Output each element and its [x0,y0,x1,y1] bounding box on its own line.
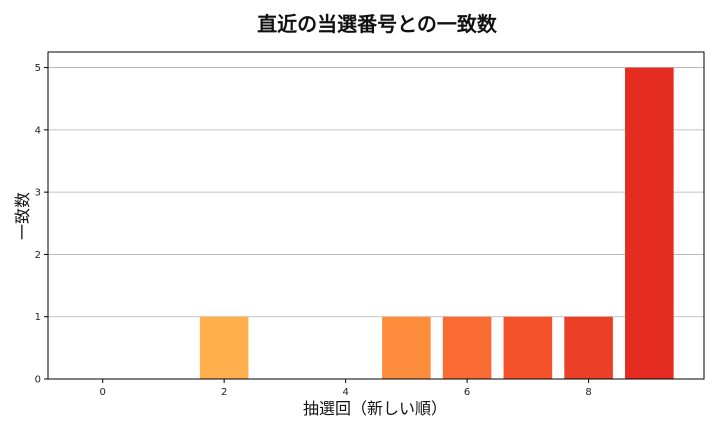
x-tick-label: 4 [342,387,348,398]
x-axis-label: 抽選回（新しい順） [303,399,447,418]
x-axis-ticks: 0 2 4 6 8 [99,379,592,398]
x-tick-label: 8 [585,387,591,398]
bar-draw-7 [503,316,553,379]
bars-group [199,67,674,380]
bar-draw-8 [564,316,613,379]
chart-title: 直近の当選番号との一致数 [257,12,498,36]
y-tick-label: 3 [35,188,41,199]
bar-draw-9 [625,67,674,380]
bar-draw-6 [442,316,492,379]
x-tick-label: 2 [221,387,227,398]
y-tick-label: 2 [35,250,41,261]
y-axis-ticks: 0 1 2 3 4 5 [35,63,48,386]
y-axis-label: 一致数 [13,192,32,240]
y-tick-label: 4 [35,125,41,136]
y-tick-label: 0 [35,375,41,386]
y-tick-label: 5 [35,63,41,74]
axes-group [47,51,705,380]
plot-frame [47,51,705,380]
bar-draw-5 [382,316,431,379]
bar-draw-2 [199,316,249,379]
x-tick-label: 0 [99,387,105,398]
y-tick-label: 1 [35,312,41,323]
x-tick-label: 6 [464,387,470,398]
